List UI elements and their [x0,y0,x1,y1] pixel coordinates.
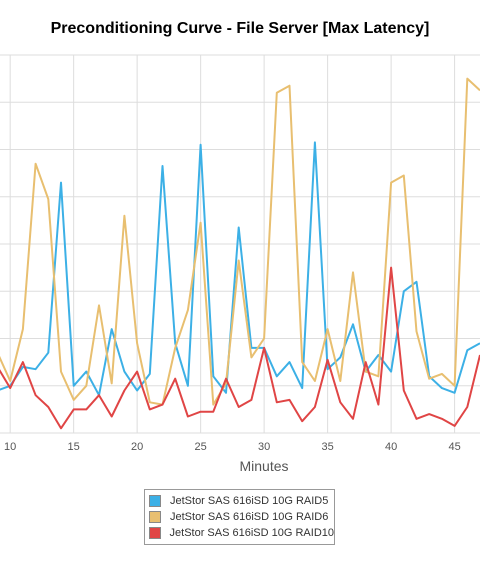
legend-label: JetStor SAS 616iSD 10G RAID6 [170,511,329,523]
legend-label: JetStor SAS 616iSD 10G RAID5 [170,495,329,507]
legend-item-3: JetStor SAS 616iSD 10G RAID10 [145,525,334,541]
chart-series-group [0,77,480,430]
legend-swatch [149,495,161,507]
x-tick-label: 15 [68,441,80,453]
legend-label: JetStor SAS 616iSD 10G RAID10 [169,527,334,539]
x-tick-labels: 10 15 20 25 30 35 40 45 [4,441,461,453]
x-tick-label: 45 [448,441,460,453]
legend-item-2: JetStor SAS 616iSD 10G RAID6 [145,509,334,525]
chart-title: Preconditioning Curve - File Server [Max… [50,20,430,37]
x-tick-label: 25 [195,441,207,453]
series-line-1 [0,141,480,397]
legend-swatch [149,527,161,539]
legend-swatch [149,511,161,523]
legend: JetStor SAS 616iSD 10G RAID5 JetStor SAS … [144,489,335,545]
x-tick-label: 10 [4,441,16,453]
series-line-2 [0,77,480,406]
x-tick-label: 35 [321,441,333,453]
series-line-3 [0,266,480,430]
chart-plot: 10 15 20 25 30 35 40 45 Minutes [0,54,480,474]
x-tick-label: 20 [131,441,143,453]
x-tick-label: 40 [385,441,397,453]
legend-item-1: JetStor SAS 616iSD 10G RAID5 [145,493,334,509]
x-axis-label: Minutes [239,458,288,474]
x-tick-label: 30 [258,441,270,453]
